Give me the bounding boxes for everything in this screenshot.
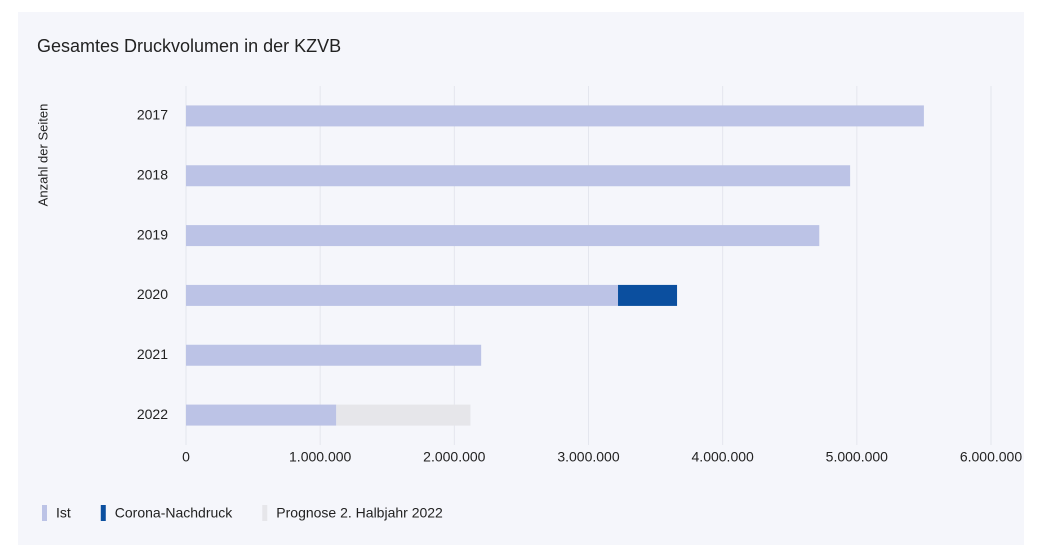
x-tick-label: 6.000.000 <box>960 449 1022 465</box>
y-tick-label: 2017 <box>137 107 168 123</box>
x-tick-label: 4.000.000 <box>692 449 754 465</box>
legend-label: Prognose 2. Halbjahr 2022 <box>276 505 443 521</box>
y-tick-label: 2020 <box>137 286 168 302</box>
bar <box>186 165 851 187</box>
bar <box>336 404 471 426</box>
bar <box>186 105 924 127</box>
y-tick-label: 2019 <box>137 226 168 242</box>
bar <box>186 404 337 426</box>
legend-swatch <box>262 505 268 521</box>
bar <box>186 344 482 366</box>
bar <box>618 284 678 306</box>
x-tick-label: 1.000.000 <box>289 449 351 465</box>
y-tick-label: 2018 <box>137 166 168 182</box>
y-axis-label: Anzahl der Seiten <box>35 104 50 207</box>
x-tick-label: 3.000.000 <box>557 449 619 465</box>
x-tick-label: 5.000.000 <box>826 449 888 465</box>
legend-label: Ist <box>56 505 71 521</box>
legend-swatch <box>42 505 47 521</box>
chart-title: Gesamtes Druckvolumen in der KZVB <box>37 36 341 56</box>
panel <box>18 12 1024 545</box>
bar <box>186 225 820 247</box>
legend-swatch <box>100 505 106 521</box>
x-tick-label: 0 <box>182 449 190 465</box>
x-tick-label: 2.000.000 <box>423 449 485 465</box>
y-tick-label: 2022 <box>137 406 168 422</box>
y-tick-label: 2021 <box>137 346 168 362</box>
bar <box>186 284 619 306</box>
legend-label: Corona-Nachdruck <box>115 505 233 521</box>
